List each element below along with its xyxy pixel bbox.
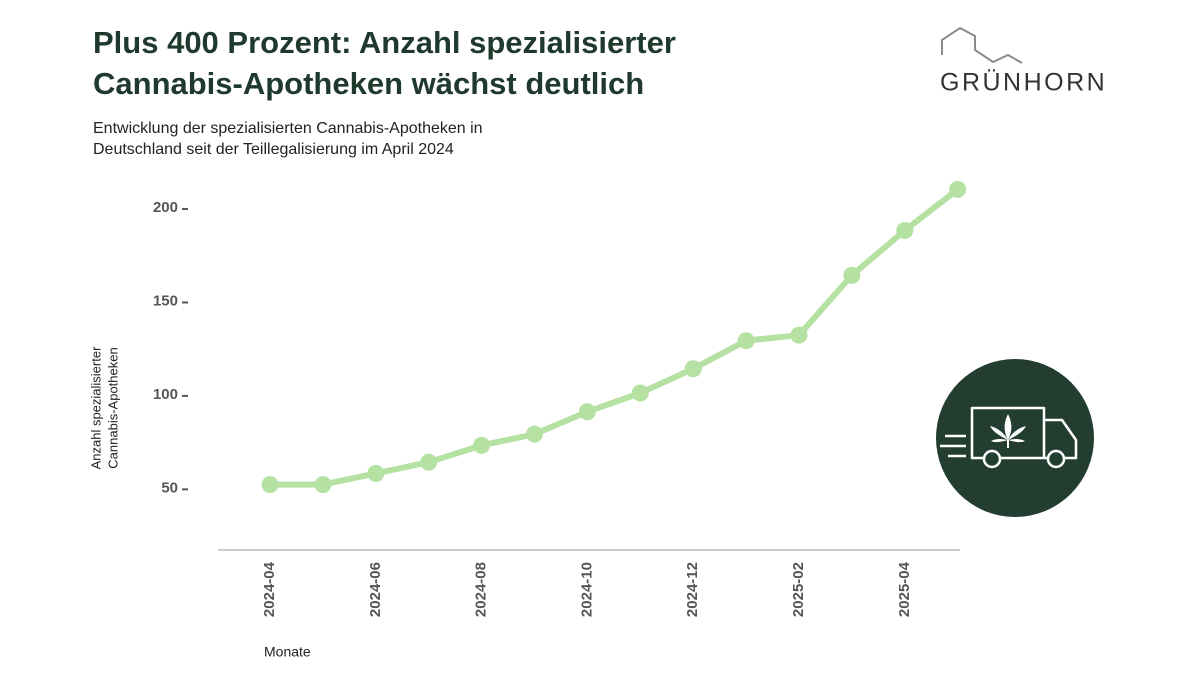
data-point <box>526 425 543 443</box>
x-axis-label: Monate <box>264 644 311 660</box>
data-line <box>270 186 960 488</box>
y-axis-label-line: Cannabis-Apotheken <box>105 347 120 468</box>
data-point <box>314 476 332 494</box>
data-point <box>737 332 755 350</box>
chart-title: Plus 400 Prozent: Anzahl spezialisierter <box>93 25 676 60</box>
y-tick-label: 100 <box>153 386 178 403</box>
y-axis-label: Anzahl spezialisierter Cannabis-Apotheke… <box>88 346 120 470</box>
data-point <box>367 464 385 482</box>
y-tick-label: 200 <box>153 199 178 216</box>
x-tick-label: 2025-04 <box>896 561 913 617</box>
x-tick-label: 2024-10 <box>578 562 595 617</box>
logo-mark <box>941 26 1023 64</box>
truck-icon <box>936 359 1094 517</box>
x-tick-label: 2024-04 <box>261 561 278 617</box>
x-tick-label: 2024-08 <box>473 562 490 617</box>
data-point <box>684 360 702 378</box>
data-point <box>949 180 967 198</box>
data-point <box>790 326 808 344</box>
y-tick-label: 150 <box>153 292 178 309</box>
logo: GRÜNHORN <box>940 69 1107 97</box>
y-axis-label-line: Anzahl spezialisierter <box>88 346 103 470</box>
data-point <box>578 403 596 421</box>
data-point <box>261 476 279 494</box>
chart-subtitle: Deutschland seit der Teillegalisierung i… <box>93 141 454 158</box>
data-point <box>896 221 914 239</box>
data-point <box>473 436 491 454</box>
data-point <box>420 453 438 471</box>
chart-subtitle: Entwicklung der spezialisierten Cannabis… <box>93 120 483 137</box>
chart-title: Cannabis-Apotheken wächst deutlich <box>93 66 644 101</box>
y-tick-label: 50 <box>161 479 178 496</box>
data-point <box>843 266 861 284</box>
data-point <box>631 384 649 402</box>
x-tick-label: 2024-12 <box>684 562 701 617</box>
x-tick-label: 2024-06 <box>367 562 384 617</box>
x-tick-label: 2025-02 <box>790 562 807 617</box>
